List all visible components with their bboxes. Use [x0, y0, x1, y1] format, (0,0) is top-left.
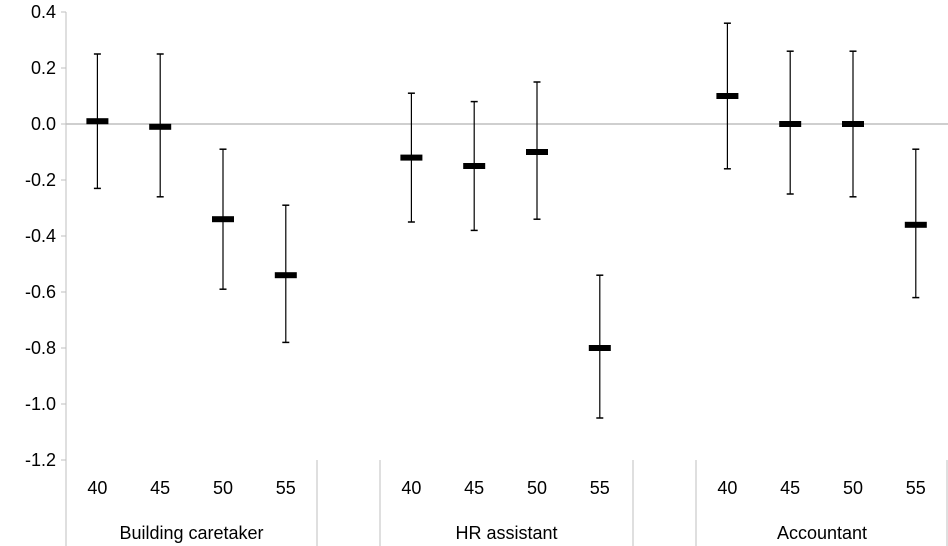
- data-marks: [86, 22, 927, 419]
- group-label: Accountant: [777, 523, 867, 543]
- x-tick-label: 45: [464, 478, 484, 498]
- point-marker: [400, 154, 423, 161]
- point-marker: [904, 221, 927, 228]
- y-tick-label: -0.4: [25, 226, 56, 246]
- y-tick-label: -0.6: [25, 282, 56, 302]
- y-tick-label: 0.0: [31, 114, 56, 134]
- x-tick-label: 55: [906, 478, 926, 498]
- y-tick-label: -0.8: [25, 338, 56, 358]
- x-tick-label: 40: [401, 478, 421, 498]
- y-axis: 0.4 0.2 0.0 -0.2 -0.4 -0.6 -0.8 -1.0 -1.2: [25, 2, 67, 546]
- y-tick-label: -1.2: [25, 450, 56, 470]
- group-label: HR assistant: [455, 523, 557, 543]
- point-marker: [212, 216, 234, 223]
- y-tick-label: -0.2: [25, 170, 56, 190]
- point-marker: [149, 123, 172, 130]
- x-axis: Building caretaker 40 45 50 55 HR assistant 40…: [65, 460, 948, 546]
- x-tick-label: 45: [780, 478, 800, 498]
- point-marker: [274, 272, 297, 279]
- point-marker: [716, 93, 739, 99]
- x-tick-label: 55: [276, 478, 296, 498]
- point-marker: [842, 121, 864, 127]
- point-marker: [86, 118, 109, 125]
- x-tick-label: 55: [590, 478, 610, 498]
- y-tick-label: 0.2: [31, 58, 56, 78]
- x-tick-label: 40: [717, 478, 737, 498]
- x-tick-label: 45: [150, 478, 170, 498]
- y-tick-label: -1.0: [25, 394, 56, 414]
- point-marker: [779, 121, 802, 127]
- point-marker: [526, 149, 548, 155]
- x-tick-label: 50: [213, 478, 233, 498]
- y-tick-label: 0.4: [31, 2, 56, 22]
- x-tick-label: 40: [87, 478, 107, 498]
- x-tick-label: 50: [843, 478, 863, 498]
- point-marker: [588, 345, 611, 351]
- x-tick-label: 50: [527, 478, 547, 498]
- group-label: Building caretaker: [119, 523, 263, 543]
- point-marker: [463, 163, 486, 169]
